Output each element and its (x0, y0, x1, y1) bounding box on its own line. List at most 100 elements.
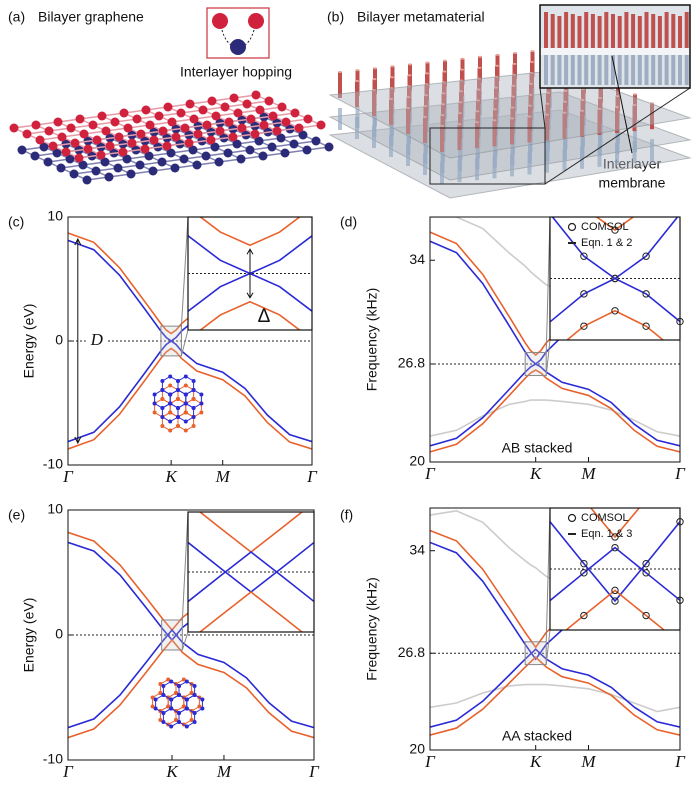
cylinder (544, 55, 548, 85)
cylinder (611, 55, 615, 85)
simulation-point (580, 611, 588, 620)
x-tick-label: M (216, 762, 232, 781)
cylinder-cap (530, 61, 534, 63)
lattice-site (183, 383, 188, 388)
annotation: D (90, 330, 104, 349)
cylinder (637, 55, 642, 85)
cylinder (580, 146, 584, 169)
lattice-site (183, 410, 188, 415)
atom (119, 108, 129, 118)
lattice-site (150, 695, 155, 700)
atom (101, 126, 111, 136)
lattice-site (176, 684, 181, 688)
cylinder (440, 126, 444, 152)
lattice-site (169, 679, 174, 684)
zoom-line (545, 339, 551, 376)
cylinder (557, 55, 562, 85)
cylinder (372, 126, 376, 148)
lattice-site (189, 691, 194, 695)
inset-frame (539, 4, 691, 89)
legend-label: COMSOL (581, 512, 629, 524)
atom (163, 102, 173, 112)
atom (232, 139, 242, 149)
cylinder (617, 55, 622, 85)
cylinder-cap (389, 98, 393, 100)
cylinder (338, 108, 342, 130)
cylinder (644, 55, 649, 85)
legend-marker (567, 222, 577, 232)
atom (251, 90, 261, 100)
cylinder (584, 55, 589, 85)
x-tick-label: K (165, 762, 179, 781)
cylinder-cap (633, 93, 637, 96)
cylinder (617, 16, 622, 48)
y-tick-label: 0 (55, 626, 63, 642)
label-background (85, 332, 108, 350)
cylinder-cap (597, 107, 602, 110)
atom (228, 132, 238, 142)
lattice-site (168, 401, 173, 406)
zoom-frame (524, 351, 547, 377)
cylinder-cap (511, 95, 515, 98)
atom (214, 157, 224, 167)
cylinder (657, 16, 662, 48)
atom (298, 130, 308, 140)
cylinder (637, 16, 642, 48)
atom (148, 166, 158, 176)
lattice-site (168, 383, 173, 388)
lattice-site (191, 388, 196, 392)
simulation-point (642, 290, 650, 298)
cylinder-cap (563, 89, 568, 92)
atom (118, 147, 128, 157)
atom (104, 172, 114, 182)
cylinder (423, 153, 427, 175)
band-line (430, 369, 680, 453)
inset-band-line (198, 512, 304, 554)
annotation: Interlayer hopping (180, 64, 292, 80)
membrane-strip (540, 48, 690, 55)
cylinder (475, 158, 479, 181)
x-tick-label: Γ (674, 464, 686, 483)
lattice-site (152, 410, 157, 415)
x-tick-label: Γ (62, 762, 74, 781)
panel-label: (f) (340, 507, 353, 523)
simulation-point (611, 226, 619, 234)
atom (44, 126, 54, 136)
cylinder-cap (425, 72, 429, 75)
cylinder-cap (580, 109, 584, 112)
y-tick-label: 26.8 (398, 644, 425, 660)
atom (144, 151, 154, 161)
simulation-point (580, 569, 588, 577)
atom (123, 123, 133, 133)
cylinder-cap (563, 100, 567, 103)
lattice-site (169, 724, 174, 729)
atom (246, 114, 256, 124)
cylinder (604, 12, 609, 48)
zoom-frame (160, 325, 182, 357)
atom (311, 136, 321, 146)
cylinder (550, 14, 555, 48)
cylinder-cap (460, 68, 464, 71)
lattice-site (192, 693, 197, 697)
atom (202, 120, 212, 130)
atom (158, 126, 168, 136)
simulation-point (611, 274, 619, 283)
band-line (68, 638, 314, 739)
cylinder (492, 156, 497, 179)
cylinder (577, 55, 582, 85)
cylinder (564, 12, 569, 48)
lattice-site (161, 693, 166, 697)
legend-label: Eqn. 1 & 3 (581, 528, 632, 540)
atom (280, 148, 290, 158)
atom (211, 111, 221, 121)
atom (268, 111, 278, 121)
atom (9, 123, 19, 133)
atom (193, 129, 203, 139)
atom (185, 99, 195, 109)
cylinder (564, 55, 569, 85)
atom (157, 157, 167, 167)
cylinder-cap (476, 88, 481, 91)
lattice-site (191, 424, 196, 428)
atom (258, 151, 268, 161)
cylinder (624, 12, 629, 48)
